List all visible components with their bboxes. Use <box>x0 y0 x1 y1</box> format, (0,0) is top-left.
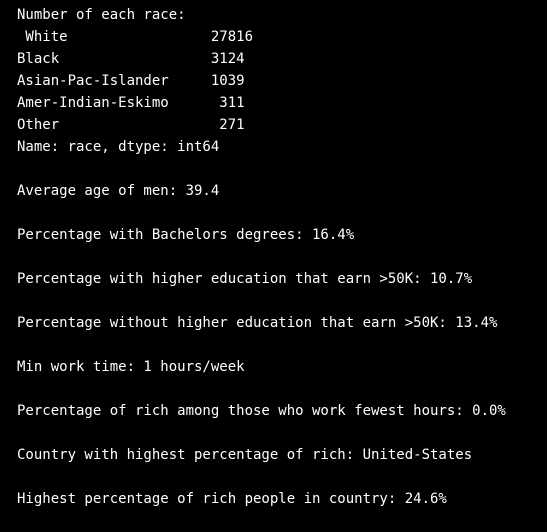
pct-higher-edu-rich: Percentage with higher education that ea… <box>17 271 473 287</box>
top-country-pct: Highest percentage of rich people in cou… <box>17 491 447 507</box>
pct-bachelors: Percentage with Bachelors degrees: 16.4% <box>17 227 355 243</box>
blank-line <box>17 334 547 356</box>
race-dtype: Name: race, dtype: int64 <box>17 139 220 155</box>
pct-rich-min-hours: Percentage of rich among those who work … <box>17 403 506 419</box>
blank-line <box>17 202 547 224</box>
blank-line <box>17 422 547 444</box>
blank-line <box>17 378 547 400</box>
race-row-amer-indian-eskimo: Amer-Indian-Eskimo 311 <box>17 95 245 111</box>
blank-line <box>17 158 547 180</box>
avg-age-men: Average age of men: 39.4 <box>17 183 220 199</box>
blank-line <box>17 466 547 488</box>
race-row-other: Other 271 <box>17 117 245 133</box>
min-work-time: Min work time: 1 hours/week <box>17 359 245 375</box>
race-header: Number of each race: <box>17 7 186 23</box>
pct-lower-edu-rich: Percentage without higher education that… <box>17 315 498 331</box>
race-row-black: Black 3124 <box>17 51 245 67</box>
blank-line <box>17 290 547 312</box>
race-row-white: White 27816 <box>17 29 254 45</box>
top-country: Country with highest percentage of rich:… <box>17 447 473 463</box>
blank-line <box>17 246 547 268</box>
race-row-asian-pac-islander: Asian-Pac-Islander 1039 <box>17 73 245 89</box>
